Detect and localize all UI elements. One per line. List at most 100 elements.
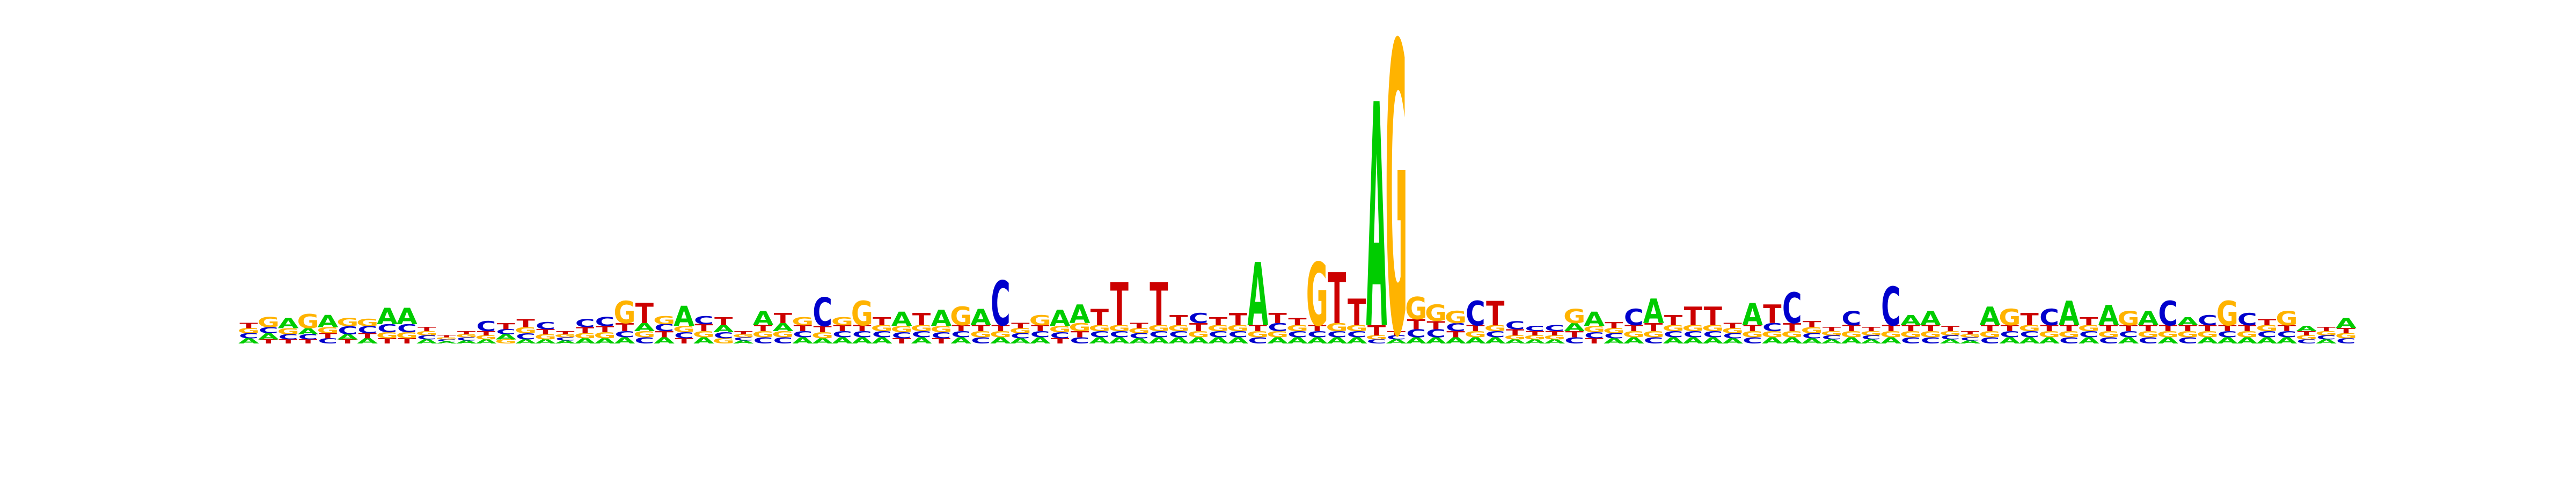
logo-letter-T: T (1704, 302, 1722, 331)
logo-letter-T: T (1901, 324, 1920, 333)
logo-letter-A: A (1227, 336, 1248, 346)
logo-letter-G: G (1207, 324, 1229, 333)
logo-letter-T: T (1110, 272, 1129, 340)
logo-letter-G: G (2117, 308, 2139, 330)
logo-letter-G: G (633, 330, 655, 339)
logo-letter-A: A (2217, 336, 2238, 346)
logo-letter-T: T (1150, 272, 1168, 340)
logo-letter-C: C (1980, 336, 2000, 346)
logo-letter-A: A (1386, 338, 1407, 345)
logo-letter-G: G (1999, 304, 2021, 331)
logo-letter-G: G (1128, 327, 1150, 335)
logo-letter-T: T (616, 321, 634, 334)
logo-letter-T: T (1288, 316, 1307, 327)
logo-letter-T: T (1664, 312, 1683, 328)
logo-letter-G: G (1900, 330, 1922, 339)
logo-letter-C: C (575, 317, 595, 330)
logo-letter-C: C (417, 334, 437, 341)
logo-letter-T: T (1546, 330, 1564, 336)
logo-letter-T: T (1862, 326, 1881, 332)
logo-letter-C: C (496, 328, 516, 336)
logo-letter-A: A (1485, 336, 1506, 346)
logo-letter-T: T (635, 298, 654, 330)
logo-letter-G: G (1049, 325, 1071, 334)
logo-letter-C: C (1050, 331, 1070, 340)
logo-letter-G: G (891, 325, 913, 334)
logo-letter-C: C (1584, 331, 1604, 340)
logo-letter-A: A (1247, 245, 1268, 346)
logo-letter-G: G (1702, 324, 1724, 333)
logo-letter-T: T (2139, 324, 2158, 333)
logo-letter-T: T (1882, 324, 1900, 333)
logo-letter-C: C (1723, 332, 1743, 340)
logo-letter-C: C (357, 324, 377, 335)
logo-letter-G: G (1761, 330, 1783, 339)
logo-letter-A: A (1762, 336, 1783, 346)
logo-letter-G: G (1583, 325, 1605, 334)
logo-letter-T: T (1763, 301, 1781, 330)
logo-letter-A: A (693, 336, 714, 346)
logo-letter-T: T (1387, 330, 1406, 336)
logo-letter-C: C (1426, 327, 1446, 340)
logo-letter-C: C (912, 330, 932, 339)
logo-letter-C: C (1149, 330, 1169, 339)
logo-letter-G: G (653, 314, 675, 327)
logo-letter-A: A (614, 336, 635, 346)
logo-letter-C: C (872, 330, 892, 339)
logo-letter-A: A (2237, 336, 2258, 346)
logo-letter-G: G (970, 330, 992, 339)
logo-letter-C: C (1782, 285, 1802, 333)
logo-letter-G: G (1227, 324, 1249, 333)
logo-columns: ACGTTACGTCGATCAGCTGATACGATCGTGCATGCAACGT… (238, 0, 2357, 425)
logo-letter-G: G (2197, 330, 2219, 339)
logo-letter-A: A (475, 338, 496, 345)
logo-letter-G: G (2335, 332, 2357, 340)
logo-letter-G: G (673, 325, 695, 334)
logo-letter-T: T (418, 326, 436, 332)
logo-letter-G: G (1741, 330, 1763, 339)
logo-letter-C: C (1189, 311, 1209, 327)
logo-letter-A: A (1267, 336, 1288, 346)
logo-letter-G: G (1623, 330, 1645, 339)
logo-letter-T: T (2021, 310, 2039, 330)
logo-letter-C: C (2119, 330, 2139, 339)
logo-letter-G: G (258, 314, 280, 331)
logo-letter-G: G (1920, 330, 1942, 339)
logo-letter-A: A (1802, 337, 1823, 345)
logo-letter-T: T (536, 328, 554, 336)
logo-letter-C: C (397, 322, 417, 335)
logo-letter-T: T (1249, 324, 1268, 333)
logo-letter-C: C (279, 333, 298, 341)
logo-letter-C: C (298, 333, 318, 341)
logo-letter-G: G (2236, 330, 2258, 339)
logo-letter-C: C (1762, 321, 1782, 334)
logo-letter-G: G (1959, 334, 1981, 339)
logo-letter-C: C (2237, 310, 2257, 330)
logo-letter-C: C (753, 336, 773, 346)
logo-letter-C: C (239, 332, 259, 340)
logo-letter-G: G (376, 331, 398, 340)
logo-letter-G: G (1662, 324, 1684, 333)
logo-letter-C: C (1248, 336, 1268, 346)
logo-letter-G: G (1425, 300, 1447, 326)
logo-letter-T: T (556, 331, 575, 335)
logo-letter-A: A (1208, 336, 1229, 346)
logo-letter-G: G (713, 337, 735, 345)
logo-letter-T: T (596, 325, 614, 334)
logo-letter-G: G (1603, 327, 1625, 335)
